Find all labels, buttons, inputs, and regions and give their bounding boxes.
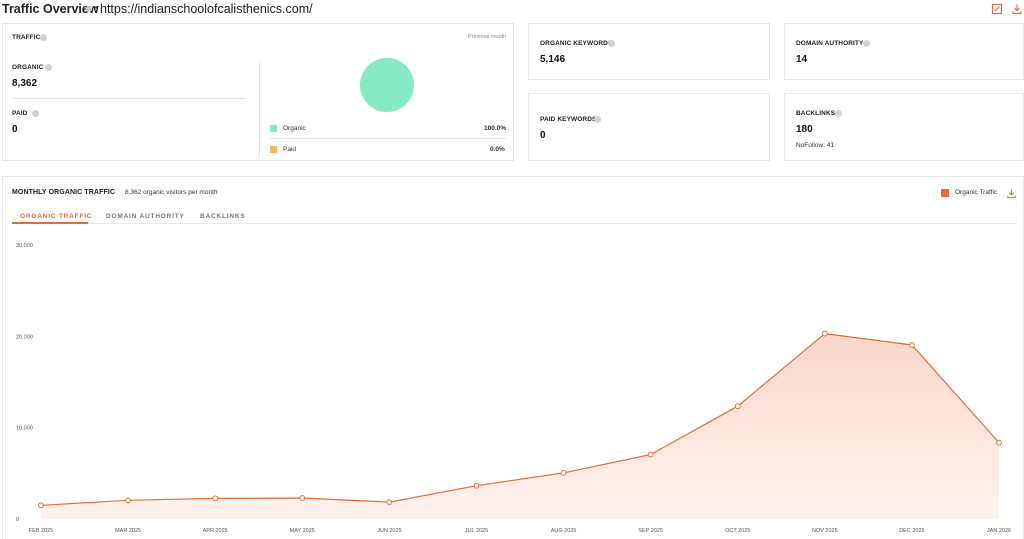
x-tick-label: APR 2025	[203, 528, 228, 534]
organic-keywords-label: ORGANIC KEYWORDS	[540, 40, 613, 47]
tab-domain-authority[interactable]: DOMAIN AUTHORITY	[106, 213, 185, 220]
header: Traffic Overview : https://indianschoolo…	[0, 0, 1024, 20]
paid-keywords-label: PAID KEYWORDS	[540, 116, 597, 123]
tab-organic-traffic[interactable]: ORGANIC TRAFFIC	[20, 213, 93, 220]
domain-authority-card: DOMAIN AUTHORITY 14	[784, 23, 1024, 80]
vertical-divider	[259, 62, 260, 158]
data-point[interactable]	[212, 495, 219, 502]
domain-authority-value: 14	[796, 54, 808, 65]
monthly-title: MONTHLY ORGANIC TRAFFIC	[12, 189, 116, 196]
info-icon[interactable]	[594, 116, 601, 123]
organic-keywords-value: 5,146	[540, 54, 566, 65]
x-tick-label: AUG 2025	[551, 528, 577, 534]
x-tick-label: MAY 2025	[290, 528, 315, 534]
backlinks-card: BACKLINKS 180 NoFollow: 41	[784, 93, 1024, 161]
paid-value: 0	[12, 124, 18, 135]
paid-keywords-card: PAID KEYWORDS 0	[528, 93, 770, 161]
legend-organic-label: Organic	[283, 125, 306, 132]
info-icon[interactable]	[835, 110, 842, 117]
data-point[interactable]	[821, 330, 828, 337]
download-icon[interactable]	[1011, 3, 1023, 15]
y-tick-label: 0	[16, 517, 19, 523]
info-icon[interactable]	[45, 64, 52, 71]
x-tick-label: NOV 2025	[812, 528, 838, 534]
data-point[interactable]	[996, 439, 1002, 446]
x-tick-label: SEP 2025	[638, 528, 663, 534]
organic-keywords-card: ORGANIC KEYWORDS 5,146	[528, 23, 770, 80]
backlinks-label: BACKLINKS	[796, 110, 836, 117]
info-icon[interactable]	[32, 110, 39, 117]
edit-icon[interactable]	[991, 3, 1003, 15]
data-point[interactable]	[909, 342, 915, 348]
download-icon[interactable]	[1006, 188, 1017, 199]
page-title: Traffic Overview	[2, 2, 99, 16]
info-icon[interactable]	[40, 34, 47, 41]
legend-organic-pct: 100.0%	[484, 125, 507, 132]
legend-label: Organic Traffic	[955, 189, 998, 196]
traffic-card: TRAFFIC Previous month ORGANIC 8,362 PAI…	[2, 23, 514, 161]
x-tick-label: DEC 2025	[899, 528, 924, 534]
data-point[interactable]	[647, 451, 654, 458]
domain-authority-label: DOMAIN AUTHORITY	[796, 40, 864, 47]
data-point[interactable]	[386, 499, 393, 506]
y-tick-label: 10,000	[16, 426, 33, 432]
period-label: Previous month	[468, 34, 507, 40]
paid-swatch	[270, 146, 277, 153]
data-point[interactable]	[125, 497, 131, 504]
organic-label: ORGANIC	[12, 64, 44, 71]
x-tick-label: JUL 2025	[465, 528, 488, 534]
x-tick-label: JAN 2026	[987, 528, 1011, 534]
paid-label: PAID	[12, 110, 28, 117]
title-separator: :	[94, 2, 99, 16]
tab-backlinks[interactable]: BACKLINKS	[200, 213, 246, 220]
data-point[interactable]	[299, 495, 306, 501]
info-icon[interactable]	[863, 40, 870, 47]
organic-value: 8,362	[12, 78, 38, 89]
backlinks-value: 180	[796, 124, 813, 135]
monthly-subtitle: 8,362 organic visitors per month	[125, 189, 218, 196]
pie-slice-organic	[360, 58, 414, 112]
pie-chart	[360, 58, 414, 112]
data-point[interactable]	[38, 502, 44, 509]
divider	[270, 138, 506, 139]
data-point[interactable]	[473, 482, 480, 489]
y-tick-label: 20,000	[16, 334, 33, 340]
info-icon[interactable]	[86, 6, 92, 12]
chart-area	[41, 333, 999, 519]
legend-paid-label: Paid	[283, 146, 297, 153]
data-point[interactable]	[734, 403, 741, 410]
legend-paid-pct: 0.0%	[490, 146, 505, 153]
info-icon[interactable]	[608, 40, 615, 47]
x-tick-label: JUN 2025	[377, 528, 401, 534]
x-tick-label: FEB 2025	[29, 528, 53, 534]
domain-url: https://indianschoolofcalisthenics.com/	[100, 2, 313, 16]
y-tick-label: 30,000	[16, 243, 33, 249]
data-point[interactable]	[560, 469, 567, 476]
nofollow-count: NoFollow: 41	[796, 142, 834, 149]
traffic-label: TRAFFIC	[12, 34, 41, 41]
chart-line	[40, 332, 1000, 506]
legend-swatch	[941, 189, 949, 197]
active-tab-indicator	[12, 222, 88, 224]
paid-keywords-value: 0	[540, 130, 546, 141]
x-tick-label: OCT 2025	[725, 528, 750, 534]
x-tick-label: MAR 2025	[115, 528, 141, 534]
chart-tabs: ORGANIC TRAFFIC DOMAIN AUTHORITY BACKLIN…	[12, 209, 1017, 224]
organic-swatch	[270, 125, 277, 132]
divider	[12, 98, 246, 99]
